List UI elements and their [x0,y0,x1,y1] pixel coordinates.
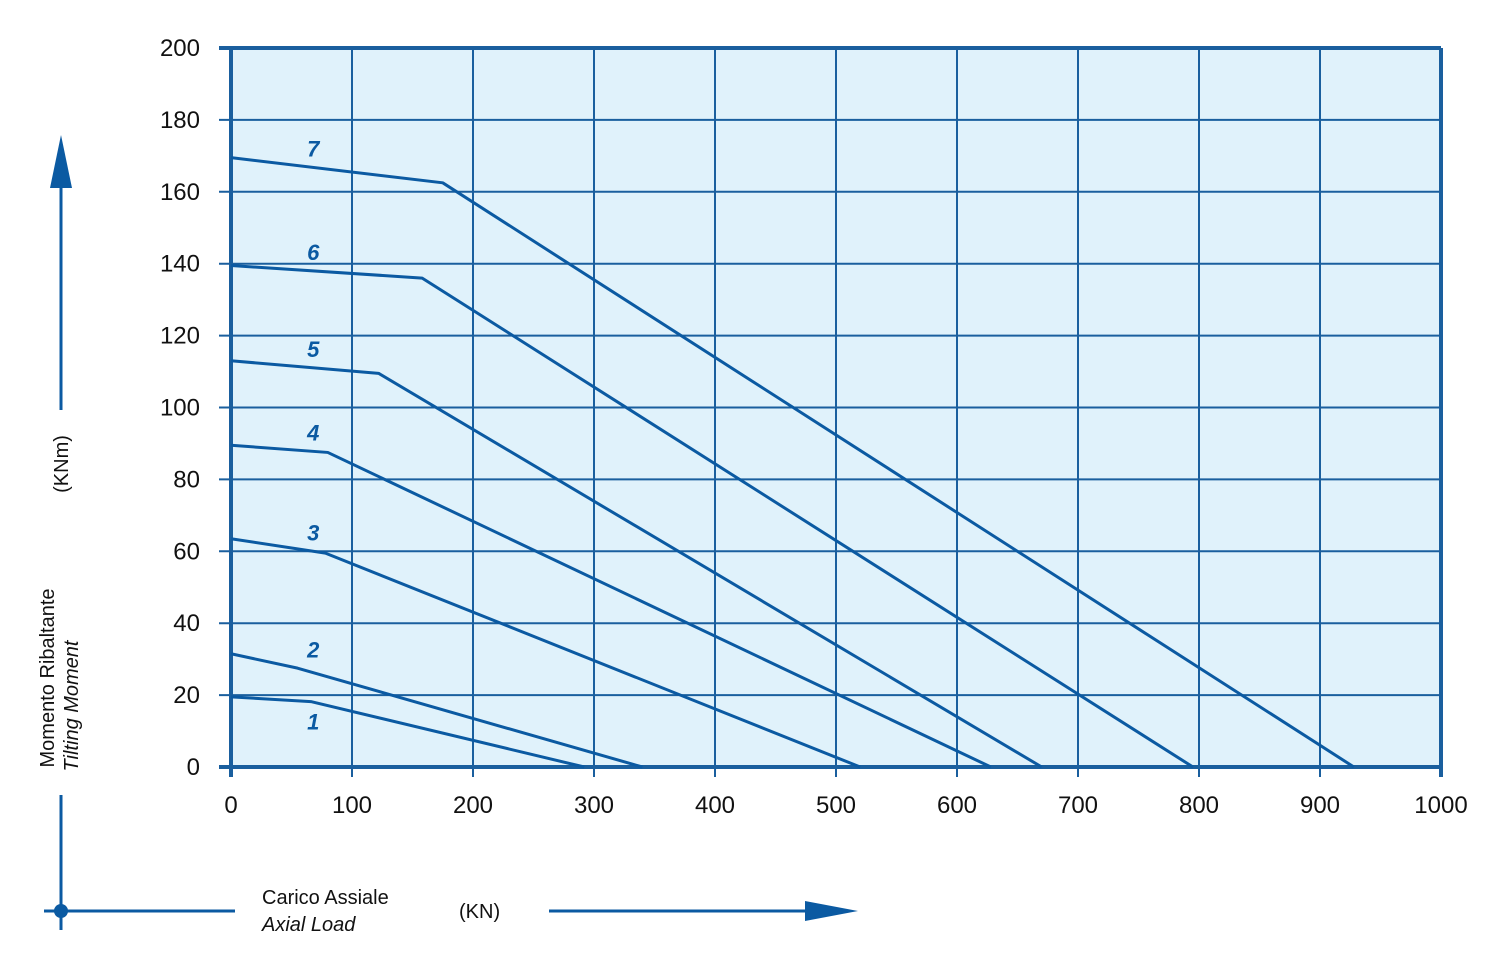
y-tick-label: 120 [160,323,200,350]
origin-dot-icon [54,904,68,918]
x-tick-label: 900 [1300,792,1340,819]
x-axis-label-italian: Carico Assiale [262,887,389,909]
y-tick-label: 40 [173,610,200,637]
x-tick-label: 1000 [1414,792,1467,819]
y-tick-labels: 0 20 40 60 80 100 120 140 160 180 200 [160,35,200,781]
series-line-4 [230,443,992,769]
y-tick-label: 200 [160,35,200,62]
series-label-6: 6 [307,240,320,265]
x-tick-label: 500 [816,792,856,819]
series-labels: 1 2 3 4 5 6 7 [306,137,321,735]
right-arrow-icon [805,901,858,921]
y-tick-label: 0 [187,754,200,781]
series-line-3 [230,537,861,769]
series-label-2: 2 [306,637,320,662]
series-line-6 [230,264,1194,769]
series-label-1: 1 [307,709,319,734]
y-axis-unit: (KNm) [51,435,73,493]
x-tick-labels: 0 100 200 300 400 500 600 700 800 900 1000 [224,792,1467,819]
x-tick-label: 800 [1179,792,1219,819]
y-axis-label-english: Tilting Moment [61,639,83,771]
series-label-4: 4 [306,421,319,446]
series-line-7 [230,156,1355,769]
x-axis-annotation: Carico Assiale Axial Load (KN) [44,887,858,936]
x-tick-label: 600 [937,792,977,819]
y-axis-label-italian: Momento Ribaltante [37,589,59,768]
x-axis-label-english: Axial Load [261,914,356,936]
y-tick-label: 60 [173,538,200,565]
series-line-5 [230,359,1043,769]
x-tick-label: 200 [453,792,493,819]
x-tick-label: 0 [224,792,237,819]
y-tick-label: 160 [160,179,200,206]
series-label-5: 5 [307,337,320,362]
x-tick-label: 100 [332,792,372,819]
series-lines [230,156,1355,769]
x-axis-unit: (KN) [459,901,500,923]
y-tick-label: 140 [160,251,200,278]
y-tick-label: 180 [160,107,200,134]
y-axis-annotation: (KNm) Momento Ribaltante Tilting Moment [37,135,83,930]
x-tick-label: 700 [1058,792,1098,819]
x-tick-label: 400 [695,792,735,819]
series-line-2 [230,652,643,769]
series-line-1 [230,695,585,769]
y-tick-label: 100 [160,395,200,422]
series-label-3: 3 [307,520,319,545]
x-tick-label: 300 [574,792,614,819]
y-tick-label: 20 [173,682,200,709]
y-tick-label: 80 [173,466,200,493]
grid-lines [219,46,1443,777]
series-label-7: 7 [307,137,321,162]
up-arrow-icon [50,135,72,188]
